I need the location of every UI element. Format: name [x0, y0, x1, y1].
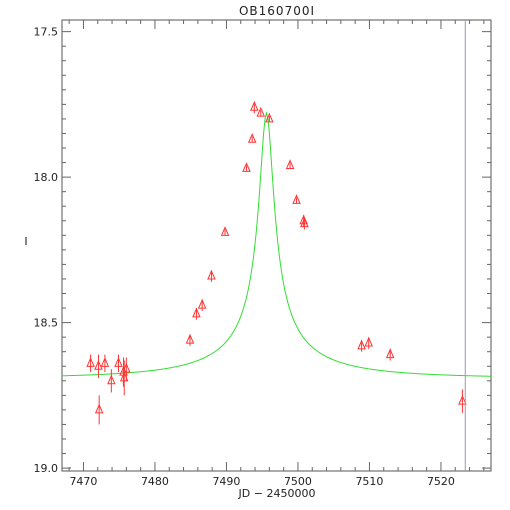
data-point — [364, 336, 373, 347]
data-point — [107, 374, 116, 385]
data-point — [86, 357, 95, 367]
data-point — [185, 333, 195, 344]
model-curve-group — [61, 111, 492, 377]
x-tick-label: 7470 — [69, 475, 97, 488]
y-tick-label: 19.0 — [34, 462, 59, 475]
data-point — [192, 307, 201, 318]
data-point — [94, 403, 104, 414]
y-tick-label: 18.0 — [34, 171, 59, 184]
data-point — [100, 357, 110, 367]
data-point — [300, 217, 309, 228]
data-points — [86, 101, 467, 425]
data-point — [250, 101, 259, 111]
x-tick-label: 7500 — [284, 475, 312, 488]
data-point — [285, 159, 295, 169]
data-point — [458, 394, 467, 405]
y-axis-label: I — [24, 235, 27, 248]
axis-ticks: 7470 7480 7490 7500 7510 7520 17.5 18.0 18.5 19.0 — [34, 20, 491, 488]
data-point — [220, 226, 230, 236]
x-axis-label: JD − 2450000 — [238, 487, 316, 500]
model-curve — [61, 111, 492, 377]
plot-area: 7470 7480 7490 7500 7510 7520 17.5 18.0 18.5 19.0 — [34, 19, 492, 488]
data-point — [94, 360, 103, 370]
data-point — [114, 357, 123, 367]
x-tick-label: 7520 — [427, 475, 455, 488]
x-tick-label: 7490 — [212, 475, 240, 488]
y-tick-label: 17.5 — [34, 26, 59, 39]
data-point — [299, 214, 308, 225]
plot-frame — [61, 19, 492, 472]
data-point — [265, 112, 274, 123]
y-tick-label: 18.5 — [34, 317, 59, 330]
x-tick-label: 7480 — [141, 475, 169, 488]
data-point — [292, 194, 301, 204]
data-point — [256, 106, 266, 117]
x-tick-label: 7510 — [355, 475, 383, 488]
data-point — [357, 339, 366, 350]
data-point — [247, 133, 257, 143]
data-point — [207, 269, 216, 280]
data-point — [385, 348, 395, 359]
chart-title: OB160700I — [239, 4, 315, 18]
data-point — [242, 162, 251, 172]
data-point — [122, 362, 131, 373]
data-point — [197, 298, 207, 309]
